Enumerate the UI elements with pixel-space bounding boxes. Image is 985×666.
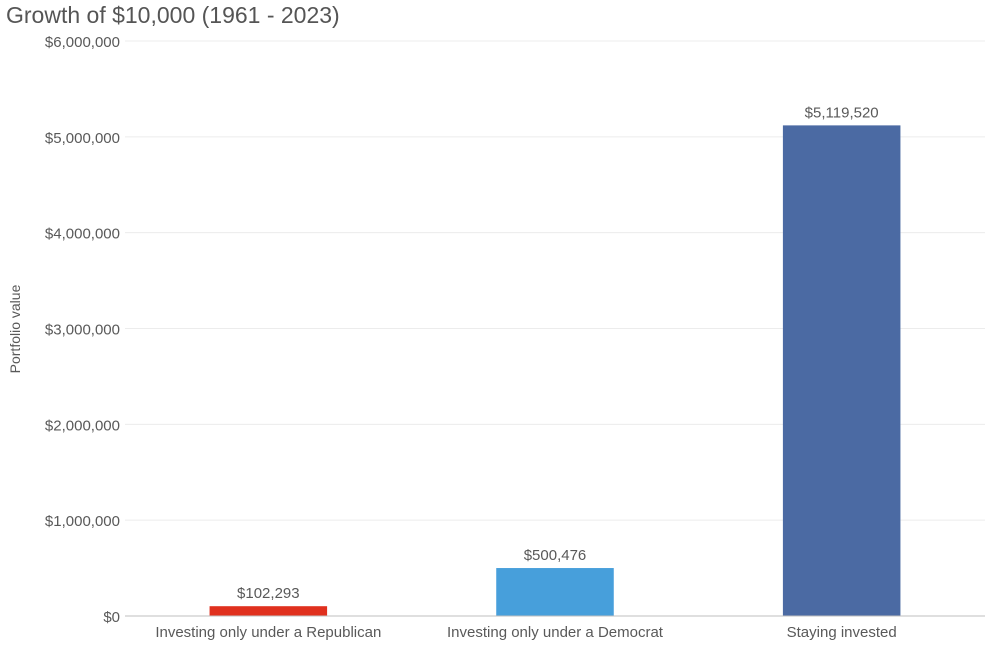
y-tick-label: $3,000,000 xyxy=(45,322,120,339)
gridlines xyxy=(125,40,985,521)
bar xyxy=(209,606,328,616)
data-label: $102,293 xyxy=(237,585,300,602)
chart-title: Growth of $10,000 (1961 - 2023) xyxy=(6,2,340,28)
bars xyxy=(209,125,901,616)
bar xyxy=(496,568,614,616)
y-tick-label: $0 xyxy=(103,609,120,626)
x-tick-label: Investing only under a Republican xyxy=(155,624,381,641)
y-tick-label: $2,000,000 xyxy=(45,417,120,434)
y-tick-label: $5,000,000 xyxy=(45,130,120,147)
bar xyxy=(782,125,901,616)
x-tick-label: Investing only under a Democrat xyxy=(447,624,664,641)
data-label: $5,119,520 xyxy=(805,104,879,121)
x-tick-label: Staying invested xyxy=(787,624,897,641)
y-tick-label: $6,000,000 xyxy=(45,34,120,51)
y-tick-label: $1,000,000 xyxy=(45,513,120,530)
data-labels: $102,293 $500,476 $5,119,520 xyxy=(237,104,879,602)
y-axis-title: Portfolio value xyxy=(7,284,23,373)
y-tick-label: $4,000,000 xyxy=(45,226,120,243)
data-label: $500,476 xyxy=(524,547,587,564)
x-axis-tick-labels: Investing only under a Republican Investi… xyxy=(155,624,896,641)
y-axis-tick-labels: $0 $1,000,000 $2,000,000 $3,000,000 $4,000,0… xyxy=(45,34,120,626)
